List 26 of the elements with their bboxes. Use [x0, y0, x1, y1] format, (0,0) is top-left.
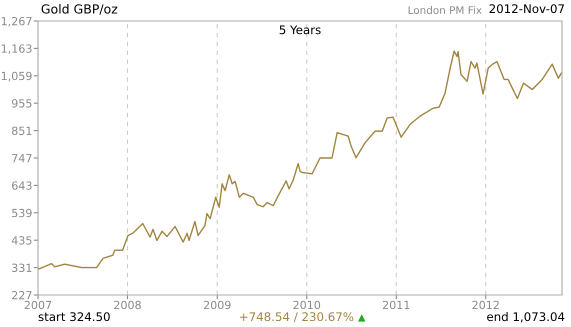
text: ▲	[358, 314, 366, 322]
chart-subtitle: 5 Years	[280, 25, 321, 34]
text: +748.54 / 230.67%	[240, 312, 354, 322]
x-tick-label: 2009	[204, 300, 231, 310]
text: 2012-Nov-07	[490, 4, 564, 14]
text: end 1,073.04	[487, 312, 564, 322]
y-tick-label: 1,267	[2, 16, 32, 27]
y-tick-label: 227	[12, 290, 32, 300]
y-tick-label: 747	[12, 154, 32, 162]
x-tick-label: 2012	[472, 300, 499, 310]
x-tick-label: 2007	[24, 300, 52, 310]
line-series	[38, 50, 562, 270]
text: start 324.50	[38, 312, 110, 322]
x-tick-label: 2010	[293, 300, 320, 310]
y-tick-label: 1,059	[2, 72, 32, 82]
x-tick-label: 2011	[382, 300, 410, 310]
x-tick-label: 2008	[114, 300, 141, 310]
y-tick-label: 851	[12, 126, 32, 135]
y-tick-label: 331	[12, 264, 32, 272]
y-tick-label: 643	[12, 181, 32, 190]
y-tick-label: 435	[12, 236, 32, 245]
text: London PM Fix	[408, 6, 482, 14]
y-tick-label: 1,163	[2, 44, 32, 54]
y-tick-label: 539	[12, 208, 32, 218]
chart-title: Gold GBP/oz	[42, 4, 118, 15]
y-tick-label: 955	[12, 99, 32, 108]
